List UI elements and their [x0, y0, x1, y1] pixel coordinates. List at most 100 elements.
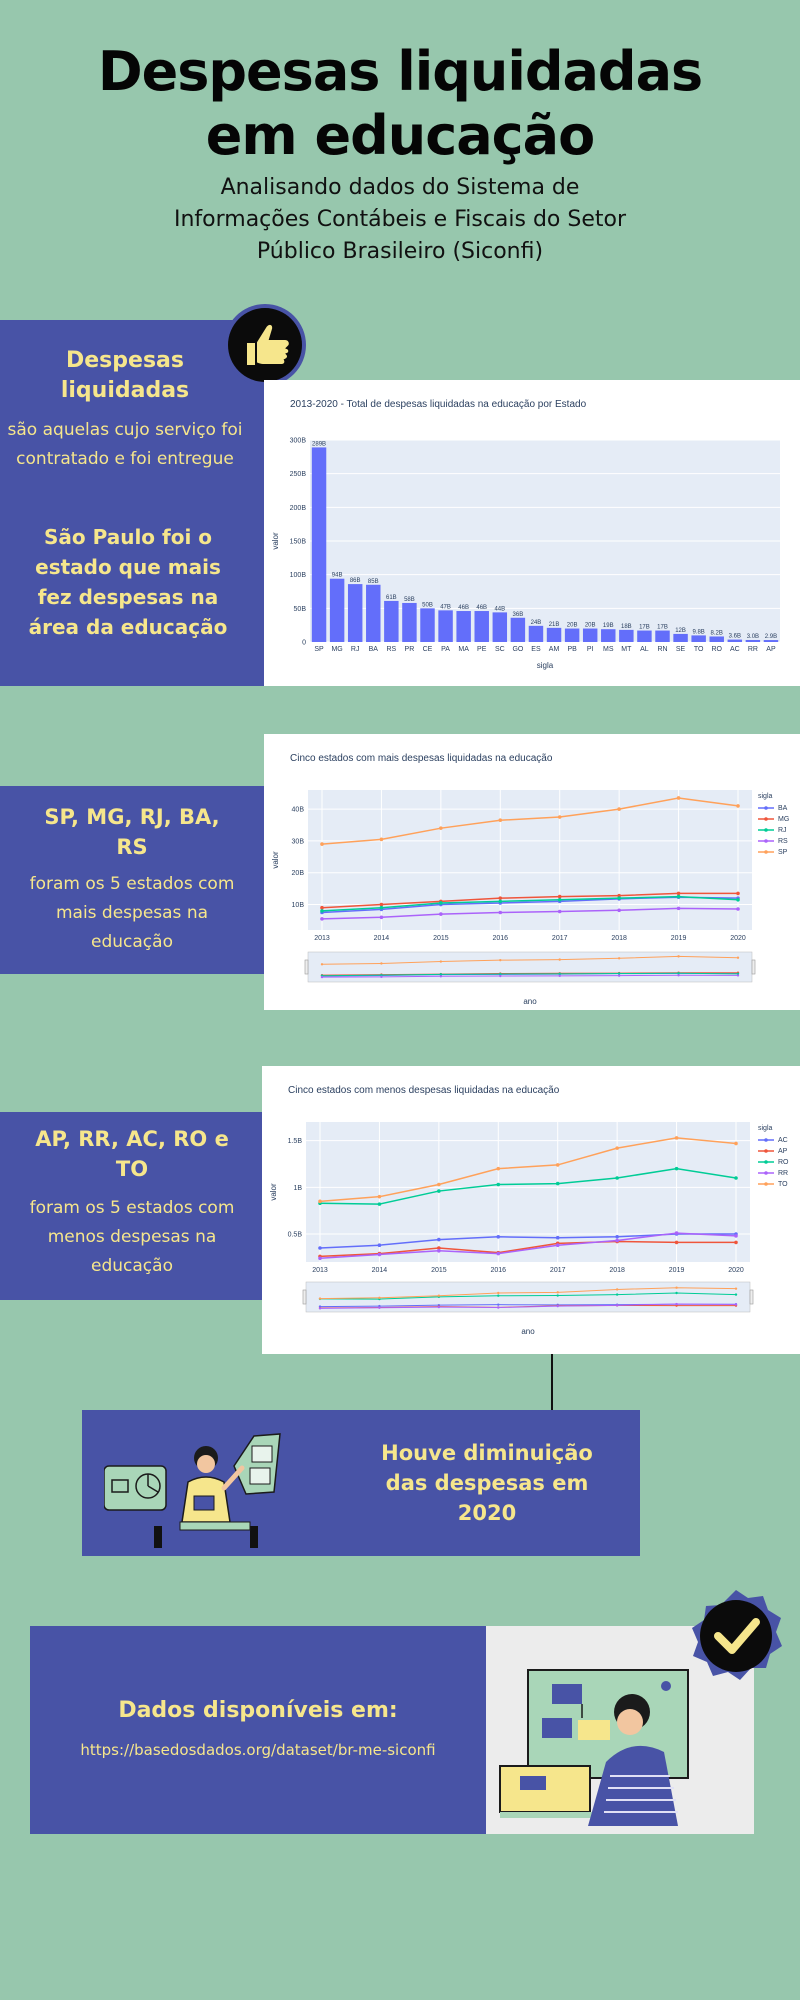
slider-point-RR	[734, 1303, 738, 1306]
bar	[402, 602, 417, 642]
point-RO	[496, 1182, 501, 1187]
slider-point-RJ	[558, 972, 561, 976]
bar-value-label: 3.6B	[729, 634, 741, 640]
slider-point-TO	[318, 1297, 322, 1300]
point-RR	[734, 1234, 738, 1238]
x-tick-label: 2015	[433, 935, 449, 942]
bar	[528, 625, 544, 642]
legend-marker-SP	[764, 850, 768, 854]
point-RO	[555, 1181, 560, 1186]
slider-line-TO	[319, 1287, 737, 1300]
slider-point-SP	[558, 958, 561, 961]
slider-point-SP	[677, 955, 680, 958]
x-tick-label: SE	[676, 646, 686, 653]
x-tick-label: MA	[458, 646, 469, 653]
point-RS	[439, 912, 443, 916]
point-AP	[674, 1240, 679, 1245]
bar	[492, 612, 508, 642]
bar-value-label: 20B	[585, 623, 596, 629]
section2-text-line-2: mais despesas na	[55, 903, 209, 923]
point-RR	[437, 1249, 441, 1253]
point-TO	[496, 1166, 501, 1171]
x-tick-label: AL	[640, 646, 649, 653]
y-tick-label: 0.5B	[288, 1232, 303, 1239]
point-RS	[379, 915, 384, 920]
legend-label-MG: MG	[778, 816, 789, 823]
bar	[474, 611, 489, 642]
legend-label-BA: BA	[778, 805, 788, 812]
section5-illustration-panel	[486, 1626, 754, 1834]
section1-text: são aquelas cujo serviço foi contratado …	[0, 416, 250, 474]
data-source-url[interactable]: https://basedosdados.org/dataset/br-me-s…	[80, 1741, 436, 1759]
y-axis-label: valor	[271, 532, 280, 550]
slider-point-RO	[615, 1293, 619, 1296]
chart3-panel: Cinco estados com menos despesas liquida…	[262, 1066, 800, 1354]
legend-label-SP: SP	[778, 849, 788, 856]
point-RJ	[439, 901, 443, 905]
x-tick-label: SP	[314, 646, 324, 653]
section2-box: SP, MG, RJ, BA, RS foram os 5 estados co…	[0, 786, 264, 974]
chart-title: Cinco estados com menos despesas liquida…	[288, 1085, 560, 1096]
bar-value-label: 2.9B	[765, 634, 777, 640]
bar	[709, 636, 724, 642]
slider-point-RJ	[499, 972, 502, 976]
point-AC	[555, 1235, 560, 1240]
x-tick-label: 2014	[374, 935, 390, 942]
slider-point-RS	[558, 974, 561, 978]
legend-label-RS: RS	[778, 838, 788, 845]
slider-point-RJ	[617, 972, 621, 975]
slider-line-RO	[319, 1292, 737, 1300]
point-RO	[674, 1166, 679, 1171]
bar	[510, 617, 526, 642]
series-line-RO	[319, 1167, 737, 1205]
point-AP	[734, 1240, 738, 1245]
bar-value-label: 3.0B	[747, 634, 759, 640]
x-tick-label: PR	[405, 646, 415, 653]
bar-value-label: 50B	[422, 602, 433, 608]
x-tick-label: PA	[441, 646, 450, 653]
legend-marker-RS	[764, 839, 768, 843]
slider-point-RS	[320, 975, 324, 979]
bar	[691, 635, 706, 642]
section4-box: Houve diminuição das despesas em 2020	[82, 1410, 640, 1556]
legend-marker-AC	[764, 1138, 768, 1142]
x-tick-label: 2018	[609, 1267, 625, 1274]
slider-point-RS	[380, 975, 383, 979]
slider-point-RR	[437, 1305, 441, 1309]
point-TO	[555, 1163, 560, 1167]
bar	[384, 600, 399, 642]
point-RJ	[320, 909, 324, 913]
slider-point-SP	[439, 960, 443, 963]
section3-box: AP, RR, AC, RO e TO foram os 5 estados c…	[0, 1112, 264, 1300]
point-SP	[617, 807, 621, 811]
section1-highlight: São Paulo foi o estado que mais fez desp…	[0, 522, 256, 642]
slider-point-RO	[675, 1291, 678, 1295]
x-tick-label: 2014	[372, 1267, 388, 1274]
y-tick-label: 40B	[292, 807, 305, 814]
legend-marker-RJ	[764, 828, 768, 832]
point-SP	[439, 826, 443, 830]
bar	[763, 640, 779, 642]
point-RJ	[617, 896, 621, 900]
slider-line-RJ	[321, 972, 739, 977]
point-RJ	[736, 897, 740, 902]
bar	[655, 630, 670, 642]
slider-point-TO	[437, 1294, 441, 1297]
bar	[601, 629, 616, 642]
bar-value-label: 19B	[603, 623, 614, 629]
x-tick-label: MS	[603, 646, 614, 653]
x-tick-label: AP	[766, 646, 776, 653]
legend-marker-RR	[764, 1171, 768, 1175]
x-tick-label: 2016	[492, 935, 508, 942]
section4-text-line-3: 2020	[457, 1501, 517, 1525]
y-tick-label: 300B	[290, 438, 307, 445]
subtitle-line-3: Público Brasileiro (Siconfi)	[256, 239, 544, 264]
bar	[637, 630, 652, 642]
bar	[329, 578, 345, 642]
section4-text: Houve diminuição das despesas em 2020	[352, 1438, 622, 1528]
y-tick-label: 30B	[292, 838, 305, 845]
teacher-illustration	[104, 1433, 281, 1548]
bar	[619, 629, 634, 642]
slider-point-TO	[556, 1291, 559, 1294]
bar-value-label: 36B	[513, 612, 524, 618]
